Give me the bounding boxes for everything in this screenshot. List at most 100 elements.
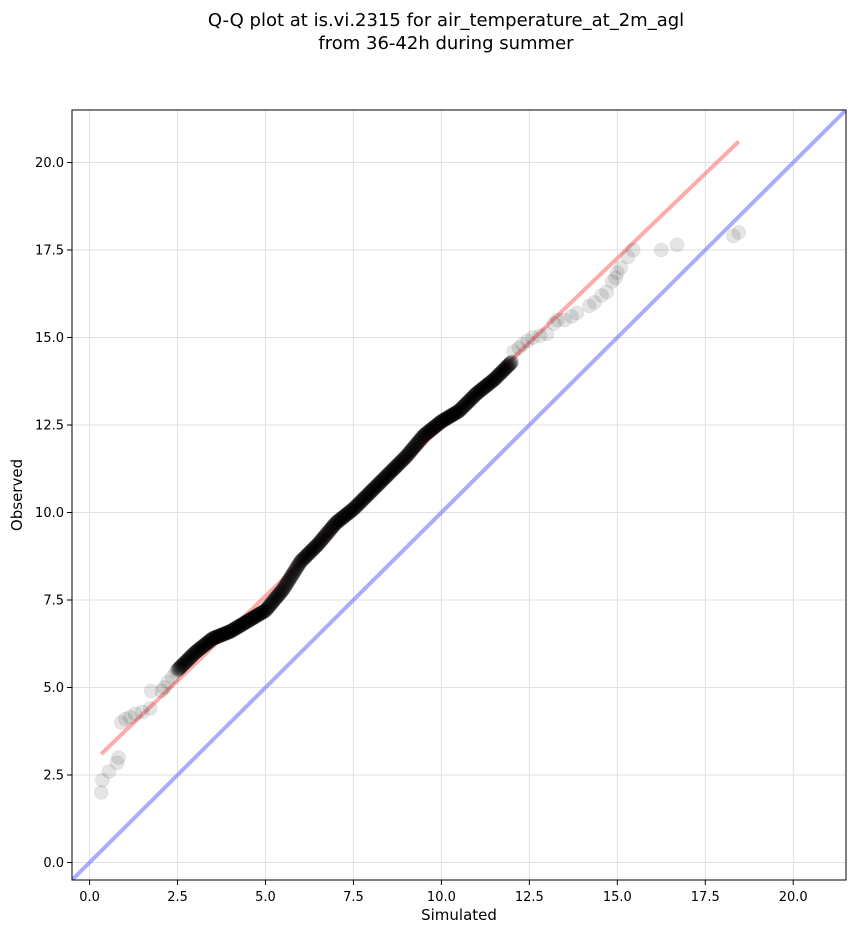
qq-point [332,512,348,528]
qq-point [438,411,454,427]
qq-point [432,414,448,430]
qq-point [454,400,470,416]
qq-point [436,412,452,428]
qq-point [234,617,250,633]
qq-point [669,237,685,253]
qq-point [255,604,271,620]
qq-point [230,619,246,635]
qq-point [281,572,297,588]
qq-point [441,409,457,425]
qq-point [354,493,370,509]
qq-point [332,512,348,528]
qq-point [188,644,204,660]
qq-point [335,510,351,526]
qq-point [274,582,290,598]
qq-point [430,416,446,432]
qq-point [410,434,426,450]
qq-point [323,520,339,536]
qq-point [311,535,327,551]
qq-point [412,432,428,448]
qq-point [173,659,189,675]
qq-point [207,629,223,645]
qq-point [308,538,324,554]
qq-point [433,414,449,430]
qq-point [345,501,361,517]
qq-point [299,547,315,563]
qq-point [386,461,402,477]
qq-point [474,381,490,397]
qq-point [326,517,342,533]
qq-point [175,656,191,672]
qq-point [451,403,467,419]
qq-point [434,413,450,429]
qq-point [285,565,301,581]
qq-point [269,589,285,605]
qq-point [368,478,384,494]
qq-point [392,455,408,471]
qq-point [296,551,312,567]
qq-point [480,376,496,392]
qq-point [470,384,486,400]
qq-point [277,579,293,595]
qq-point [439,410,455,426]
qq-point [372,475,388,491]
qq-point [260,599,276,615]
qq-point [440,409,456,425]
qq-point [397,449,413,465]
qq-point [458,396,474,412]
qq-point [407,438,423,454]
qq-point [374,473,390,489]
qq-point [309,537,325,553]
qq-point [282,570,298,586]
qq-point [396,450,412,466]
qq-point [235,616,251,632]
qq-point [481,376,497,392]
qq-point [247,609,263,625]
qq-point [187,645,203,661]
qq-point [219,625,235,641]
qq-point [362,484,378,500]
qq-point [460,394,476,410]
qq-point [458,396,474,412]
qq-point [184,648,200,664]
qq-point [256,603,272,619]
qq-point [216,626,232,642]
qq-point [204,631,220,647]
qq-point [475,380,491,396]
qq-point [177,655,193,671]
qq-point [276,580,292,596]
qq-point [613,260,629,275]
qq-point [422,422,438,438]
qq-point [268,590,284,606]
qq-point [458,396,474,412]
qq-point [221,624,237,640]
qq-point [344,503,360,519]
qq-point [442,408,458,424]
qq-point [377,470,393,486]
qq-point [319,526,335,542]
x-axis-label: Simulated [421,906,497,924]
qq-point [483,374,499,390]
qq-point [469,385,485,401]
qq-point [185,646,201,662]
qq-point [307,539,323,555]
qq-point [202,632,218,648]
qq-point [295,551,311,567]
qq-point [380,467,396,483]
qq-point [364,482,380,498]
qq-point [220,625,236,641]
qq-point [400,446,416,462]
qq-point [320,524,336,540]
qq-point [431,415,447,431]
qq-point [229,619,245,635]
qq-point [456,398,472,414]
qq-point [482,375,498,391]
qq-point [245,610,261,626]
qq-point [174,657,190,673]
qq-point [339,506,355,522]
qq-point [347,500,363,516]
qq-point [371,475,387,491]
qq-point [223,623,239,639]
qq-point [323,521,339,537]
